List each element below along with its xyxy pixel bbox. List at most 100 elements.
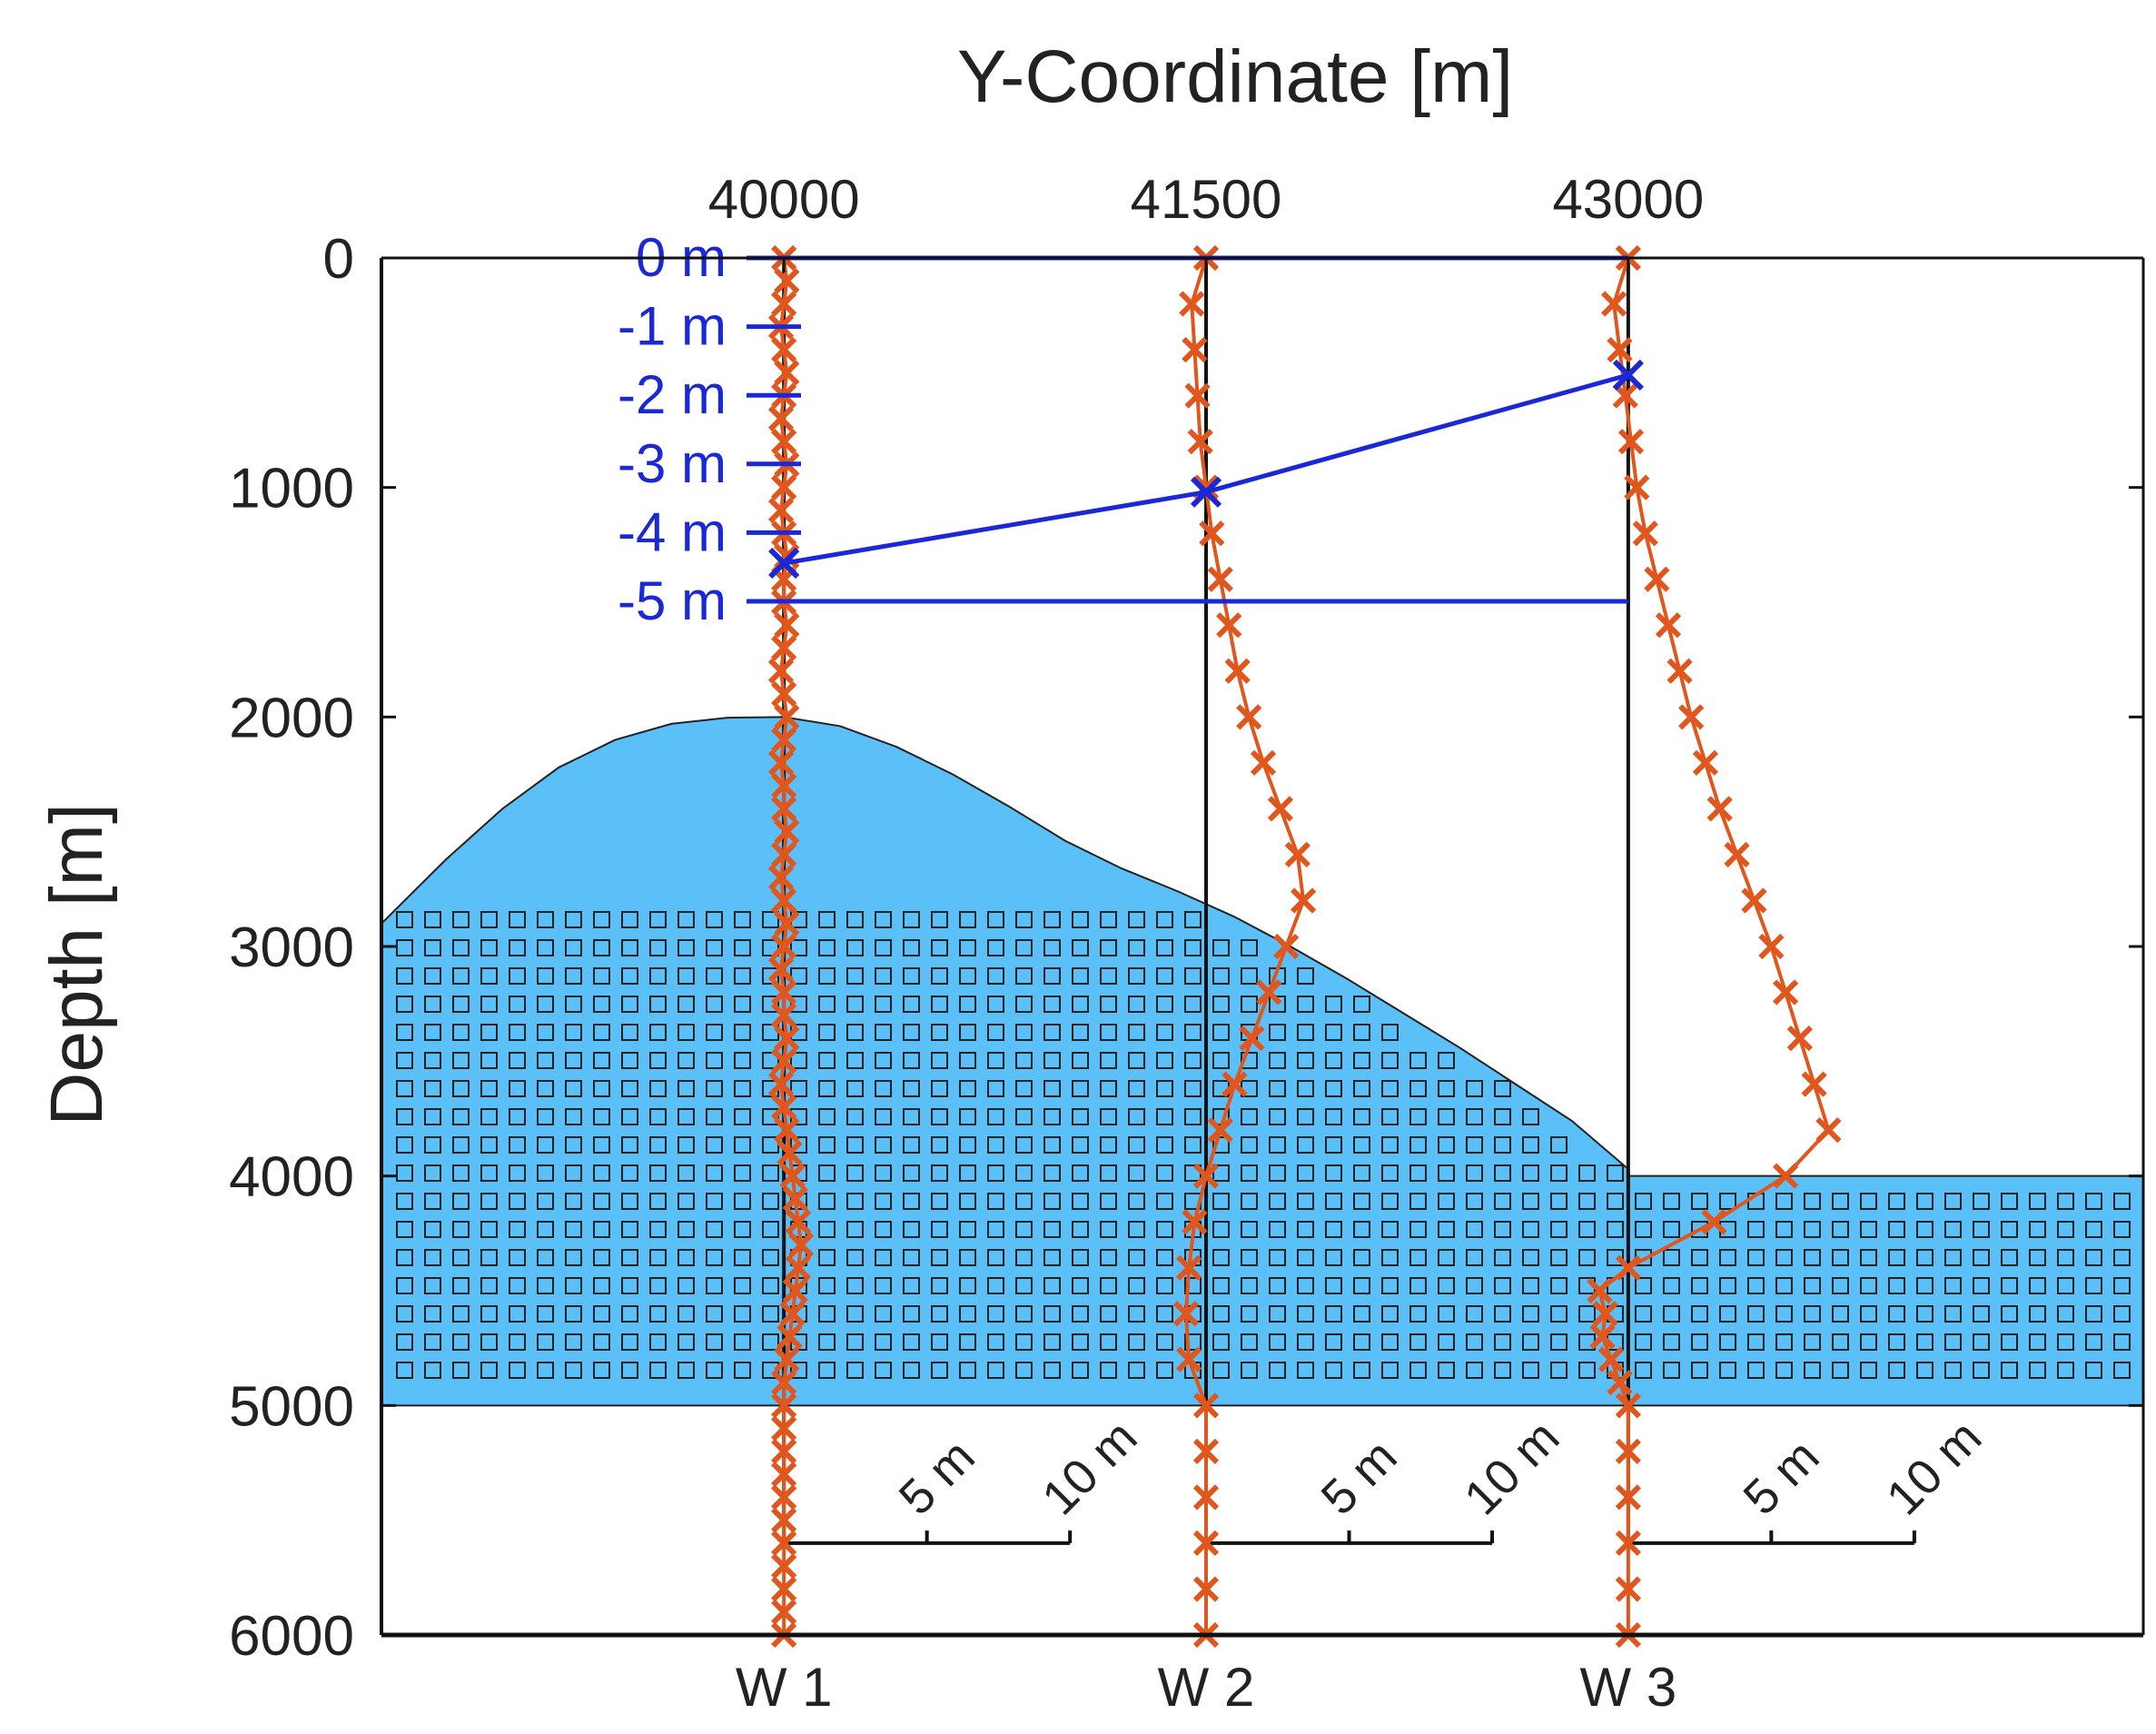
layer-hatch-square <box>649 1136 667 1154</box>
layer-hatch-square <box>875 1221 892 1238</box>
layer-hatch-square <box>1494 1164 1511 1182</box>
layer-hatch-square <box>593 967 610 985</box>
layer-hatch-square <box>959 1080 976 1097</box>
layer-hatch-square <box>1409 1108 1427 1125</box>
layer-hatch-square <box>1072 1277 1089 1294</box>
layer-hatch-square <box>1325 1164 1342 1182</box>
layer-hatch-square <box>1100 1136 1117 1154</box>
layer-hatch-square <box>1916 1193 1933 1210</box>
layer-hatch-square <box>959 1249 976 1266</box>
layer-hatch-square <box>1269 1362 1286 1379</box>
layer-hatch-square <box>2057 1221 2074 1238</box>
layer-hatch-square <box>987 1052 1004 1069</box>
x-axis-title: Y-Coordinate [m] <box>957 35 1513 118</box>
layer-hatch-square <box>452 1164 470 1182</box>
layer-hatch-square <box>1607 1249 1624 1266</box>
displacement-marker <box>1192 1530 1220 1557</box>
displacement-marker <box>771 727 797 753</box>
layer-hatch-square <box>452 1305 470 1323</box>
layer-hatch-square <box>621 1024 638 1041</box>
layer-hatch-square <box>1184 1080 1202 1097</box>
layer-hatch-square <box>1325 1193 1342 1210</box>
layer-hatch-square <box>818 1249 836 1266</box>
layer-hatch-square <box>1747 1333 1765 1351</box>
layer-hatch-square <box>818 1277 836 1294</box>
layer-hatch-square <box>1635 1277 1652 1294</box>
layer-hatch-square <box>677 1221 695 1238</box>
layer-hatch-square <box>1719 1305 1736 1323</box>
layer-hatch-square <box>1072 1362 1089 1379</box>
layer-hatch-square <box>706 1249 723 1266</box>
layer-hatch-square <box>2029 1193 2046 1210</box>
layer-hatch-square <box>593 1277 610 1294</box>
layer-hatch-square <box>1409 1193 1427 1210</box>
layer-hatch-square <box>1494 1193 1511 1210</box>
layer-hatch-square <box>1325 1305 1342 1323</box>
layer-hatch-square <box>762 1108 779 1125</box>
layer-hatch-square <box>1297 1136 1314 1154</box>
layer-hatch-square <box>396 939 413 956</box>
layer-hatch-square <box>649 1108 667 1125</box>
layer-hatch-square <box>1973 1249 1990 1266</box>
layer-hatch-square <box>818 939 836 956</box>
layer-hatch-square <box>621 996 638 1013</box>
layer-hatch-square <box>1015 1024 1033 1041</box>
layer-hatch-square <box>1297 1193 1314 1210</box>
layer-hatch-square <box>452 967 470 985</box>
layer-hatch-square <box>1409 1052 1427 1069</box>
layer-hatch-square <box>1241 1305 1258 1323</box>
axis-ticks-group: 0 1000 2000 3000 4000 5000 6000 40000 41500 43000 <box>229 169 2143 1668</box>
layer-hatch-square <box>987 939 1004 956</box>
layer-hatch-square <box>480 1249 498 1266</box>
layer-hatch-square <box>1973 1333 1990 1351</box>
layer-hatch-square <box>537 1136 554 1154</box>
displacement-marker <box>771 1599 797 1625</box>
layer-hatch-square <box>706 1193 723 1210</box>
layer-hatch-square <box>649 996 667 1013</box>
layer-hatch-square <box>2029 1277 2046 1294</box>
displacement-marker <box>1221 1071 1248 1097</box>
layer-hatch-square <box>537 1362 554 1379</box>
layer-hatch-square <box>621 967 638 985</box>
layer-hatch-square <box>734 1277 751 1294</box>
layer-hatch-square <box>1832 1277 1849 1294</box>
displacement-marker <box>767 405 795 431</box>
displacement-marker <box>1615 1484 1642 1511</box>
layer-hatch-square <box>762 911 779 928</box>
layer-hatch-square <box>959 1305 976 1323</box>
layer-hatch-square <box>1269 1193 1286 1210</box>
layer-hatch-square <box>931 967 948 985</box>
layer-hatch-square <box>818 1024 836 1041</box>
displacement-marker <box>771 1002 797 1028</box>
displacement-marker <box>1224 658 1251 684</box>
reference-scale-label: -1 m <box>618 296 727 357</box>
layer-hatch-square <box>1269 1052 1286 1069</box>
layer-hatch-square <box>1888 1305 1905 1323</box>
layer-hatch-square <box>1522 1164 1539 1182</box>
layer-hatch-square <box>2057 1333 2074 1351</box>
layer-hatch-square <box>734 1249 751 1266</box>
layer-hatch-square <box>1325 996 1342 1013</box>
displacement-marker <box>767 497 795 524</box>
layer-hatch-square <box>1578 1164 1596 1182</box>
layer-hatch-square <box>1944 1249 1962 1266</box>
y-tick-label: 3000 <box>229 917 354 979</box>
layer-hatch-square <box>1297 1164 1314 1182</box>
layer-hatch-square <box>1550 1277 1568 1294</box>
layer-hatch-square <box>1269 1108 1286 1125</box>
layer-hatch-square <box>621 1080 638 1097</box>
displacement-marker <box>1701 1209 1727 1235</box>
layer-hatch-square <box>452 1362 470 1379</box>
layer-hatch-square <box>2085 1221 2102 1238</box>
layer-hatch-square <box>1156 1249 1173 1266</box>
layer-hatch-square <box>1438 1249 1455 1266</box>
displacement-marker <box>774 1025 800 1052</box>
layer-hatch-square <box>649 1221 667 1238</box>
layer-hatch-square <box>1691 1193 1708 1210</box>
layer-hatch-square <box>1241 967 1258 985</box>
layer-hatch-square <box>1409 1221 1427 1238</box>
layer-hatch-square <box>818 1108 836 1125</box>
layer-hatch-square <box>1156 1108 1173 1125</box>
layer-hatch-square <box>1916 1362 1933 1379</box>
layer-hatch-square <box>593 1333 610 1351</box>
